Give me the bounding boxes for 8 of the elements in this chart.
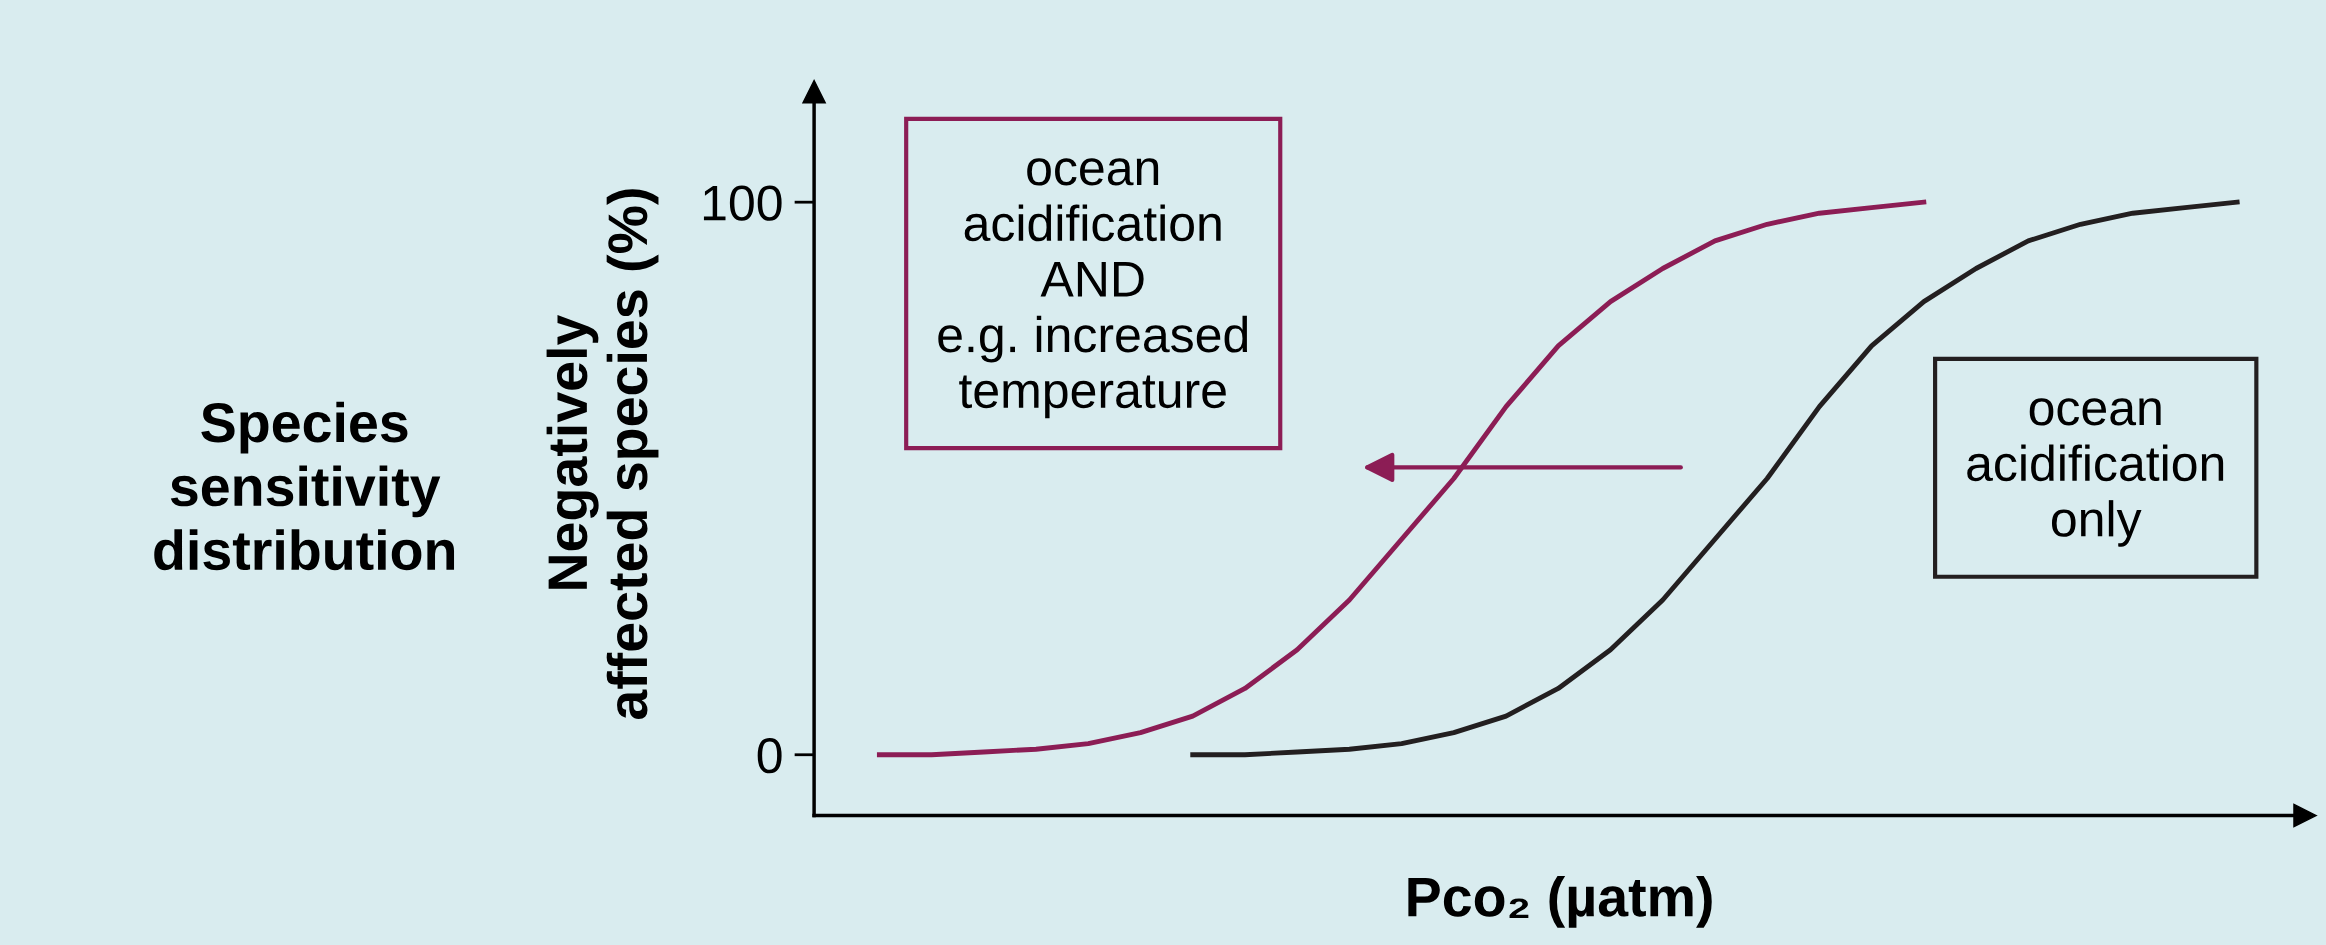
y-tick-label: 0 [757,737,782,774]
line-series [876,199,1927,758]
annotation: ocean acidification AND e.g. increased temperature [938,158,1248,419]
y-axis-title: Negatively affected species (%) [546,189,659,720]
text: Species sensitivity distribution [154,401,455,571]
y-tick-label: 100 [703,185,782,221]
x-axis-title: Pco₂ (µatm) [1408,875,1712,928]
annotation: ocean acidification only [1967,398,2224,547]
